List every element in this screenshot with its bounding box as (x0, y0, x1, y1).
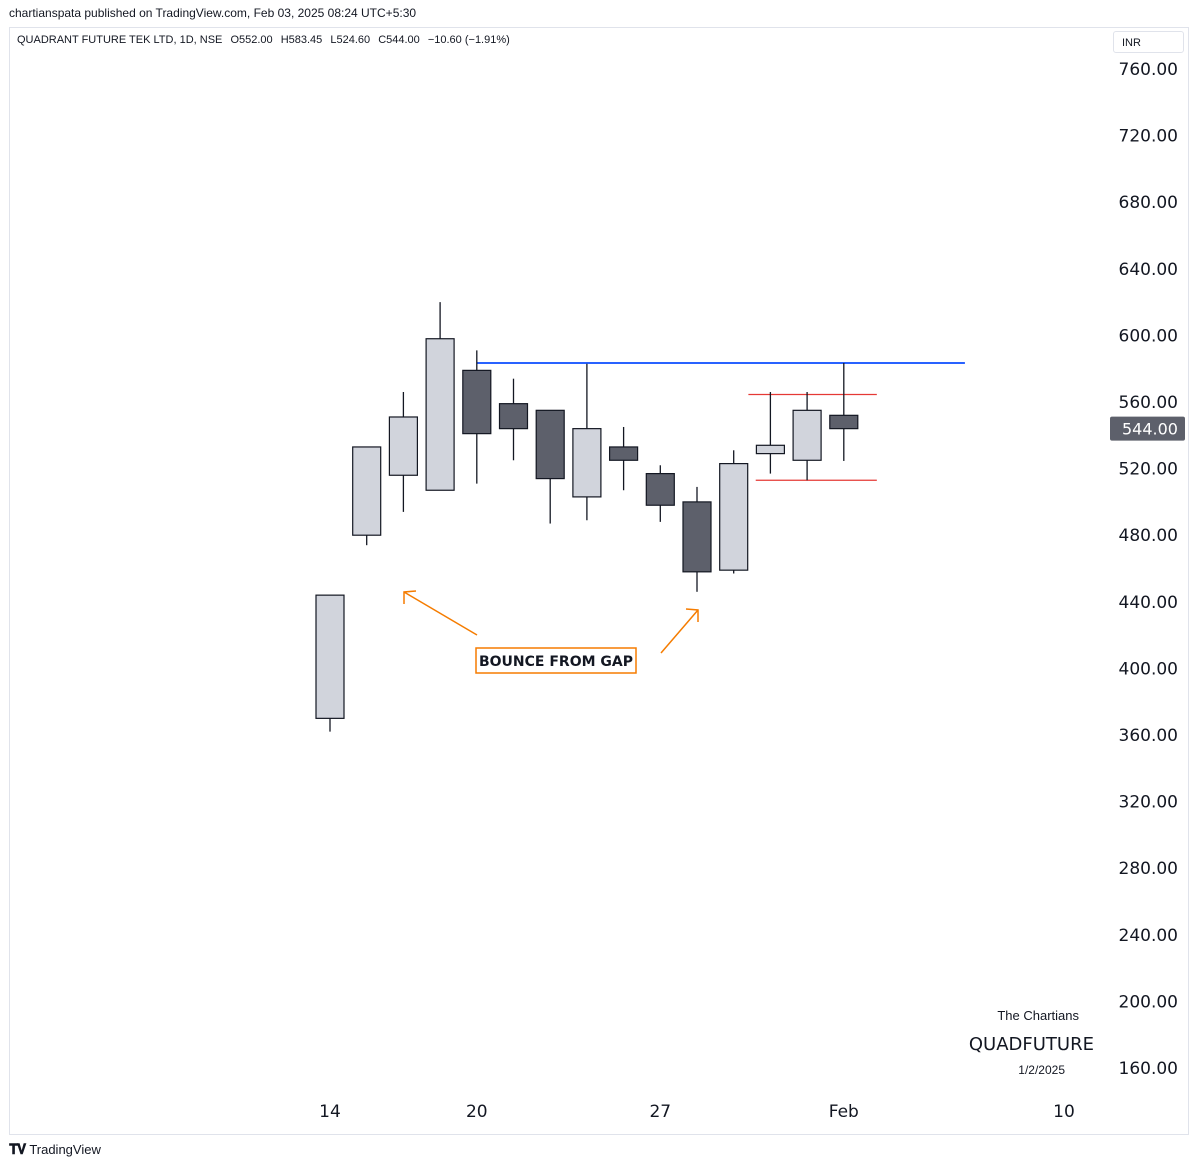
legend-low: L524.60 (330, 34, 371, 46)
x-axis[interactable]: 14 20 27 Feb 10 (319, 1102, 1075, 1122)
y-tick-label: 600.00 (1119, 326, 1178, 346)
candle (462, 350, 492, 484)
annotation-arrow-left (403, 590, 478, 636)
y-tick-label: 240.00 (1119, 926, 1178, 946)
y-tick-label: 760.00 (1119, 60, 1178, 80)
currency-button[interactable]: INR (1113, 31, 1184, 53)
y-tick-label: 680.00 (1119, 193, 1178, 213)
candle (388, 392, 418, 512)
published-by-line: chartianspata published on TradingView.c… (9, 6, 417, 20)
last-price-badge: 544.00 (1110, 416, 1185, 441)
x-tick-label: Feb (829, 1102, 859, 1122)
candle-body (462, 369, 492, 435)
candle-body (755, 444, 786, 455)
candle (645, 465, 675, 522)
candle (352, 446, 382, 546)
candle (608, 426, 639, 491)
candle (829, 362, 859, 461)
annotation-arrow-right (660, 608, 699, 654)
watermark-date: 1/2/2025 (1018, 1063, 1065, 1077)
candle (498, 378, 529, 461)
annotation-layer: BOUNCE FROM GAP (403, 590, 699, 674)
annotation-text: BOUNCE FROM GAP (479, 654, 633, 670)
y-axis[interactable]: 760.00 720.00 680.00 640.00 600.00 560.00 520.… (1119, 60, 1178, 1079)
watermark-author: The Chartians (997, 1008, 1079, 1023)
candle-body (425, 338, 455, 491)
candle (682, 486, 712, 592)
candle-body (572, 428, 602, 498)
candle-body (645, 472, 675, 506)
y-tick-label: 560.00 (1119, 393, 1178, 413)
tradingview-logo-icon: 𝐓𝐕 (9, 1141, 26, 1157)
y-tick-label: 480.00 (1119, 526, 1178, 546)
y-tick-label: 200.00 (1119, 992, 1178, 1012)
candle (792, 392, 822, 481)
x-tick-label: 14 (319, 1102, 341, 1122)
candle-body (719, 463, 749, 571)
candle-body (315, 594, 345, 719)
candle (719, 450, 749, 574)
annotation-box (475, 647, 637, 674)
x-tick-label: 10 (1053, 1102, 1075, 1122)
candle-body (498, 403, 529, 430)
chart-frame (9, 27, 1189, 1135)
y-tick-label: 360.00 (1119, 726, 1178, 746)
candle-body (682, 501, 712, 573)
candle-body (388, 416, 418, 476)
legend-symbol: QUADRANT FUTURE TEK LTD, 1D, NSE (17, 34, 223, 46)
y-tick-label: 720.00 (1119, 127, 1178, 147)
candle (315, 594, 345, 732)
y-tick-label: 160.00 (1119, 1059, 1178, 1079)
y-tick-label: 280.00 (1119, 859, 1178, 879)
candle-body (352, 446, 382, 536)
legend-change: −10.60 (−1.91%) (427, 34, 510, 46)
y-tick-label: 520.00 (1119, 460, 1178, 480)
last-price-label: 544.00 (1122, 420, 1178, 439)
legend-high: H583.45 (280, 34, 323, 46)
x-tick-label: 27 (649, 1102, 671, 1122)
candles-layer (315, 302, 859, 732)
y-tick-label: 320.00 (1119, 793, 1178, 813)
candle (535, 409, 565, 524)
tradingview-brand: TradingView (29, 1142, 101, 1157)
candle-body (535, 409, 565, 480)
y-tick-label: 400.00 (1119, 659, 1178, 679)
legend-open: O552.00 (230, 34, 273, 46)
legend-close: C544.00 (378, 34, 420, 46)
candle-body (829, 414, 859, 430)
candle (425, 302, 455, 491)
watermark-symbol: QUADFUTURE (968, 1034, 1094, 1055)
y-tick-label: 440.00 (1119, 593, 1178, 613)
symbol-legend: QUADRANT FUTURE TEK LTD, 1D, NSE O552.00… (17, 34, 515, 46)
candle (755, 392, 786, 474)
candle-body (608, 446, 639, 461)
y-tick-label: 640.00 (1119, 260, 1178, 280)
tradingview-footer[interactable]: 𝐓𝐕 TradingView (9, 1141, 101, 1158)
candle (572, 363, 602, 521)
candle-body (792, 409, 822, 461)
x-tick-label: 20 (466, 1102, 488, 1122)
